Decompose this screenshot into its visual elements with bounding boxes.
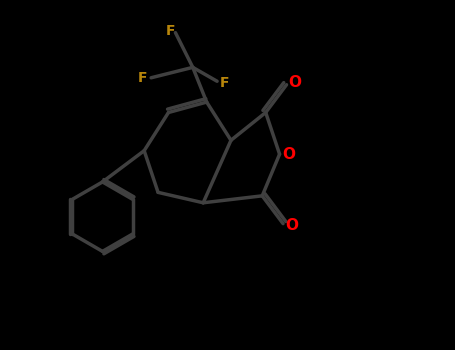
Text: O: O <box>289 76 302 91</box>
Text: O: O <box>282 147 295 162</box>
Text: O: O <box>285 218 298 233</box>
Text: F: F <box>219 76 229 90</box>
Text: F: F <box>138 71 147 85</box>
Text: F: F <box>166 24 175 38</box>
